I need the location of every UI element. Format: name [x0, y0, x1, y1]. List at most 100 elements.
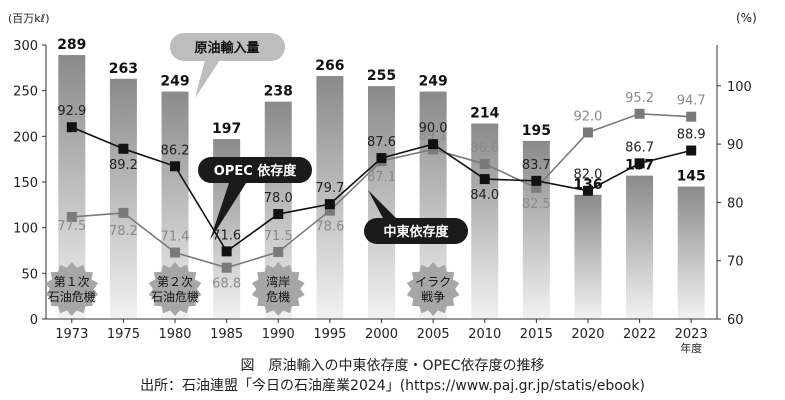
left-tick-label: 150 — [13, 176, 38, 191]
x-tick-label: 2015 — [520, 327, 553, 342]
series-marker — [531, 182, 542, 193]
event-badge — [45, 262, 99, 316]
series-value-label: 71.4 — [161, 230, 190, 245]
series-marker — [582, 127, 593, 138]
series-marker — [273, 246, 284, 257]
mideast-callout-pointer — [368, 190, 400, 222]
bar-value-label: 157 — [625, 158, 654, 174]
left-tick-label: 250 — [13, 85, 38, 100]
opec-callout — [198, 157, 312, 183]
series-marker — [118, 207, 129, 218]
series-marker — [479, 158, 490, 169]
bar-value-label: 136 — [573, 177, 602, 193]
right-tick-label: 80 — [727, 196, 744, 211]
series-value-label: 94.7 — [677, 94, 706, 109]
x-tick-label: 2022 — [623, 327, 656, 342]
series-marker — [634, 108, 645, 119]
bar-value-label: 249 — [418, 74, 447, 90]
series-marker — [170, 161, 181, 172]
series-value-label: 86.7 — [625, 140, 654, 155]
x-tick-label: 2005 — [417, 327, 450, 342]
series-value-label: 83.7 — [522, 158, 551, 173]
figure-caption: 図 原油輸入の中東依存度・OPEC依存度の推移 — [240, 358, 545, 374]
x-tick-label: 2020 — [571, 327, 604, 342]
x-tick-label: 1973 — [55, 327, 88, 342]
series-marker — [531, 175, 542, 186]
series-value-label: 68.8 — [212, 277, 241, 292]
x-tick-label: 2010 — [468, 327, 501, 342]
series-marker — [582, 185, 593, 196]
event-label: 第２次石油危機 — [151, 275, 199, 304]
series-marker — [376, 153, 387, 164]
left-tick-label: 200 — [13, 130, 38, 145]
mideast-callout-label: 中東依存度 — [383, 224, 449, 240]
bar-value-label: 266 — [315, 58, 344, 74]
series-marker — [634, 158, 645, 169]
bar-2000 — [368, 86, 395, 319]
event-label: 湾岸危機 — [266, 274, 290, 304]
bars-callout-pointer — [195, 60, 220, 98]
series-marker — [170, 247, 181, 258]
bars-callout — [170, 33, 285, 61]
mideast-callout — [364, 218, 468, 244]
series-value-label: 71.6 — [212, 228, 241, 243]
bar-1975 — [109, 78, 137, 319]
right-tick-label: 90 — [727, 138, 744, 153]
series-value-label: 87.1 — [367, 170, 396, 185]
bar-2010 — [471, 123, 499, 320]
series-value-label: 82.5 — [522, 197, 551, 212]
series-marker — [118, 143, 129, 154]
bar-value-label: 197 — [212, 121, 241, 137]
series-value-label: 79.7 — [315, 181, 344, 196]
series-value-label: 78.2 — [109, 224, 138, 239]
series-marker — [686, 145, 697, 156]
series-marker — [686, 111, 697, 122]
series-marker — [66, 211, 77, 222]
series-value-label: 87.6 — [367, 135, 396, 150]
bar-value-label: 238 — [264, 84, 293, 100]
right-tick-label: 100 — [727, 80, 752, 95]
x-tick-label: 1985 — [210, 327, 243, 342]
series-marker — [428, 139, 439, 150]
bar-value-label: 195 — [522, 123, 551, 139]
x-tick-label: 1995 — [313, 327, 346, 342]
right-unit-label: (%) — [736, 11, 757, 25]
series-marker — [324, 199, 335, 210]
series-value-label: 77.5 — [57, 219, 86, 234]
right-tick-label: 60 — [727, 313, 744, 328]
bar-2023 — [677, 186, 705, 319]
series-value-label: 88.9 — [677, 128, 706, 143]
opec-callout-label: OPEC 依存度 — [214, 163, 298, 179]
series-value-label: 78.0 — [264, 191, 293, 206]
series-value-label: 78.6 — [315, 220, 344, 235]
figure-source: 出所：石油連盟「今日の石油産業2024」(https://www.paj.gr.… — [140, 378, 645, 394]
bar-value-label: 289 — [57, 37, 86, 53]
bar-value-label: 263 — [109, 61, 138, 77]
series-value-label: 89.2 — [109, 158, 138, 173]
chart: 289 263 249 197 238 266 255 249 214 195 136 157 145 7… — [8, 11, 757, 355]
series-marker — [479, 174, 490, 185]
series-value-label: 95.2 — [625, 91, 654, 106]
event-badge — [406, 262, 460, 316]
x-tick-label: 2023 — [675, 327, 708, 342]
event-badge — [251, 262, 305, 316]
event-label: 第１次石油危機 — [48, 275, 96, 304]
right-tick-label: 70 — [727, 255, 744, 270]
bar-value-label: 255 — [367, 68, 396, 84]
x-tick-label: 1980 — [158, 327, 191, 342]
series-marker — [428, 144, 439, 155]
series-marker — [221, 262, 232, 273]
x-tick-label: 1975 — [107, 327, 140, 342]
bars-callout-label: 原油輸入量 — [194, 40, 259, 56]
left-unit-label: (百万kℓ) — [8, 12, 50, 25]
series-value-label: 86.6 — [470, 141, 499, 156]
series-value-label: 71.5 — [264, 229, 293, 244]
series-marker — [273, 209, 284, 220]
opec-callout-pointer — [210, 180, 248, 240]
x-tick-label: 1990 — [262, 327, 295, 342]
series-marker — [221, 246, 232, 257]
event-badge — [148, 262, 202, 316]
bar-1995 — [316, 76, 344, 319]
left-tick-label: 100 — [13, 222, 38, 237]
series-value-label: 92.0 — [573, 109, 602, 124]
